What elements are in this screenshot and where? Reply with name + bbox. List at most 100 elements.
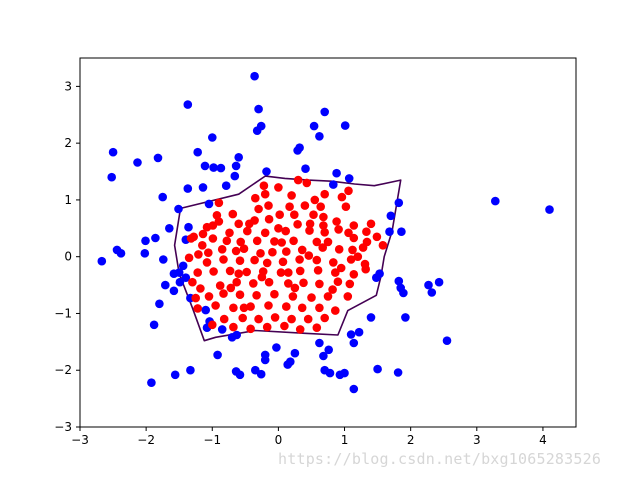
outer-point — [97, 256, 107, 266]
inner-point — [319, 221, 328, 230]
inner-point — [313, 266, 323, 275]
inner-point — [250, 255, 259, 265]
inner-point — [259, 181, 269, 190]
x-tick-label: −3 — [71, 433, 89, 447]
inner-point — [215, 281, 225, 290]
outer-point — [200, 161, 210, 171]
x-tick-label: 3 — [473, 433, 481, 447]
inner-point — [252, 291, 261, 300]
outer-point — [231, 161, 241, 171]
outer-point — [373, 364, 382, 374]
inner-point — [204, 248, 213, 257]
outer-point — [186, 365, 195, 375]
inner-point — [274, 183, 283, 192]
inner-point — [202, 222, 212, 232]
inner-point — [303, 314, 313, 324]
inner-point — [297, 245, 307, 255]
inner-point — [262, 322, 272, 332]
outer-point — [107, 172, 116, 182]
outer-point — [193, 147, 202, 157]
inner-point — [305, 219, 315, 229]
outer-point — [290, 348, 300, 358]
inner-point — [229, 303, 238, 313]
outer-point — [151, 233, 160, 243]
inner-point — [219, 255, 228, 264]
outer-point — [260, 355, 270, 365]
outer-point — [175, 277, 185, 287]
inner-point — [293, 175, 303, 185]
inner-point — [252, 236, 262, 246]
inner-point — [274, 224, 283, 233]
inner-point — [251, 193, 260, 203]
outer-point — [108, 147, 118, 157]
inner-point — [257, 272, 267, 282]
inner-point — [226, 283, 236, 293]
outer-point — [250, 71, 259, 81]
inner-point — [293, 220, 302, 229]
points-layer — [97, 71, 554, 394]
inner-point — [312, 255, 322, 265]
inner-point — [344, 228, 353, 238]
y-tick-label: 2 — [64, 136, 72, 150]
outer-point — [354, 327, 364, 337]
outer-point — [159, 255, 168, 264]
inner-point — [191, 293, 200, 303]
inner-point — [219, 289, 228, 298]
outer-point — [155, 299, 164, 309]
outer-point — [234, 153, 243, 162]
inner-point — [208, 234, 218, 243]
inner-point — [320, 313, 330, 323]
y-tick-label: 1 — [64, 193, 72, 207]
y-tick-label: −2 — [54, 363, 72, 377]
outer-point — [301, 164, 310, 173]
inner-point — [290, 283, 300, 293]
inner-point — [307, 293, 316, 302]
outer-point — [442, 336, 452, 346]
inner-point — [264, 277, 274, 287]
inner-point — [276, 268, 286, 277]
inner-point — [225, 266, 235, 276]
inner-point — [193, 304, 202, 313]
inner-point — [270, 289, 279, 299]
inner-point — [337, 192, 347, 202]
inner-point — [235, 256, 245, 266]
outer-point — [394, 276, 404, 286]
outer-point — [254, 104, 263, 114]
inner-point — [300, 201, 310, 210]
inner-point — [362, 227, 371, 236]
outer-point — [170, 370, 180, 380]
inner-point — [229, 322, 238, 332]
inner-point — [318, 243, 328, 252]
outer-point — [232, 330, 241, 340]
inner-point — [214, 198, 224, 208]
outer-point — [349, 384, 359, 394]
inner-point — [349, 233, 359, 243]
inner-point — [284, 279, 293, 288]
inner-point — [282, 302, 291, 311]
outer-point — [335, 370, 345, 380]
inner-point — [336, 263, 346, 273]
inner-point — [219, 314, 229, 324]
outer-point — [401, 313, 410, 322]
outer-point — [393, 368, 403, 377]
outer-point — [329, 180, 338, 189]
inner-point — [184, 253, 194, 263]
inner-point — [344, 186, 353, 196]
inner-point — [222, 236, 232, 246]
inner-point — [290, 210, 299, 219]
inner-point — [232, 277, 241, 287]
inner-point — [242, 267, 251, 277]
inner-point — [231, 246, 241, 256]
x-tick-label: 2 — [407, 433, 415, 447]
inner-point — [275, 210, 285, 219]
outer-point — [386, 211, 396, 221]
outer-point — [209, 163, 218, 172]
outer-point — [293, 146, 302, 155]
outer-point — [174, 204, 183, 214]
outer-point — [208, 133, 217, 142]
outer-point — [491, 196, 500, 206]
inner-point — [225, 228, 234, 238]
inner-point — [235, 290, 245, 300]
inner-point — [366, 219, 376, 229]
inner-point — [211, 301, 220, 310]
